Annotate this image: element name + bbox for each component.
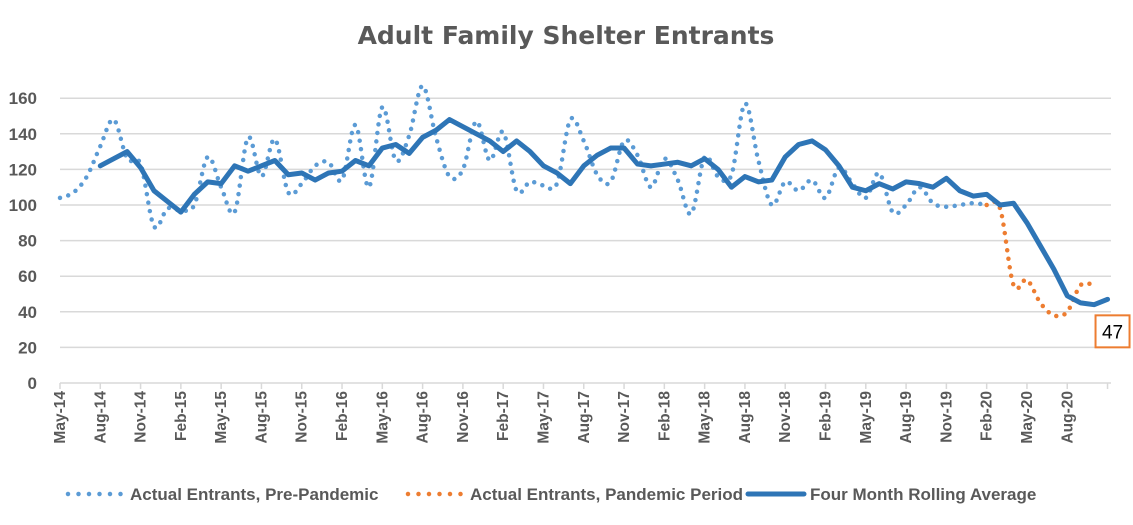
x-tick-label: Feb-18: [656, 391, 673, 441]
x-tick-label: May-14: [52, 391, 69, 444]
y-axis-ticks: 0 20 40 60 80 100 120 140 160: [9, 89, 37, 393]
x-tick-label: May-18: [697, 391, 714, 444]
data-label-box: [1094, 314, 1131, 349]
series-line: [57, 83, 989, 231]
x-tick-label: Feb-20: [979, 391, 996, 441]
legend-item: Actual Entrants, Pre-Pandemic: [65, 485, 378, 504]
series-line: [984, 199, 1097, 319]
x-tick-label: Feb-19: [818, 391, 835, 441]
chart-title: Adult Family Shelter Entrants: [358, 21, 775, 50]
x-tick-label: Nov-17: [616, 391, 633, 443]
x-tick-label: Feb-17: [495, 391, 512, 441]
annotations: 47: [1094, 314, 1131, 349]
x-tick-label: Aug-16: [415, 391, 432, 444]
series-actual-entrants-pandemic-period: [984, 199, 1097, 319]
x-tick-label: Aug-19: [898, 391, 915, 444]
x-tick-label: Aug-14: [92, 391, 109, 444]
legend-label: Four Month Rolling Average: [810, 485, 1036, 504]
series-line: [97, 117, 1111, 308]
y-tick-label: 100: [9, 196, 37, 215]
x-tick-label: Feb-16: [334, 391, 351, 441]
x-tick-label: May-20: [1019, 391, 1036, 444]
x-tick-label: May-16: [374, 391, 391, 444]
legend-item: Four Month Rolling Average: [745, 485, 1036, 504]
x-axis: May-14 Aug-14 Nov-14 Feb-15 May-15 Aug-15 Nov-…: [52, 383, 1109, 444]
series-actual-entrants-pre-pandemic: [57, 83, 989, 231]
data-label: 47: [1102, 322, 1123, 343]
legend: Actual Entrants, Pre-Pandemic Actual Entr…: [65, 485, 1036, 504]
x-tick-label: Aug-17: [576, 391, 593, 444]
series-group: [57, 83, 1111, 319]
y-tick-label: 140: [9, 125, 37, 144]
x-tick-label: Nov-18: [777, 391, 794, 443]
x-tick-label: Nov-19: [938, 391, 955, 443]
series-four-month-rolling-average: [97, 117, 1111, 308]
x-tick-label: Nov-16: [455, 391, 472, 443]
x-tick-label: Aug-15: [253, 391, 270, 444]
legend-item: Actual Entrants, Pandemic Period: [405, 485, 743, 504]
y-tick-label: 40: [18, 303, 37, 322]
x-tick-label: Aug-18: [737, 391, 754, 444]
y-tick-label: 80: [18, 232, 37, 251]
y-tick-label: 60: [18, 267, 37, 286]
gridlines: [60, 97, 1111, 384]
y-tick-label: 20: [18, 338, 37, 357]
x-tick-label: Aug-20: [1059, 391, 1076, 444]
x-tick-label: May-17: [535, 391, 552, 444]
x-tick-label: Nov-15: [294, 391, 311, 443]
y-tick-label: 160: [9, 89, 37, 108]
legend-label: Actual Entrants, Pandemic Period: [470, 485, 743, 504]
x-tick-label: Nov-14: [133, 391, 150, 443]
legend-label: Actual Entrants, Pre-Pandemic: [130, 485, 378, 504]
x-tick-label: Feb-15: [173, 391, 190, 441]
y-tick-label: 120: [9, 160, 37, 179]
x-tick-label: May-19: [858, 391, 875, 444]
x-tick-label: May-15: [213, 391, 230, 444]
y-tick-label: 0: [28, 374, 37, 393]
